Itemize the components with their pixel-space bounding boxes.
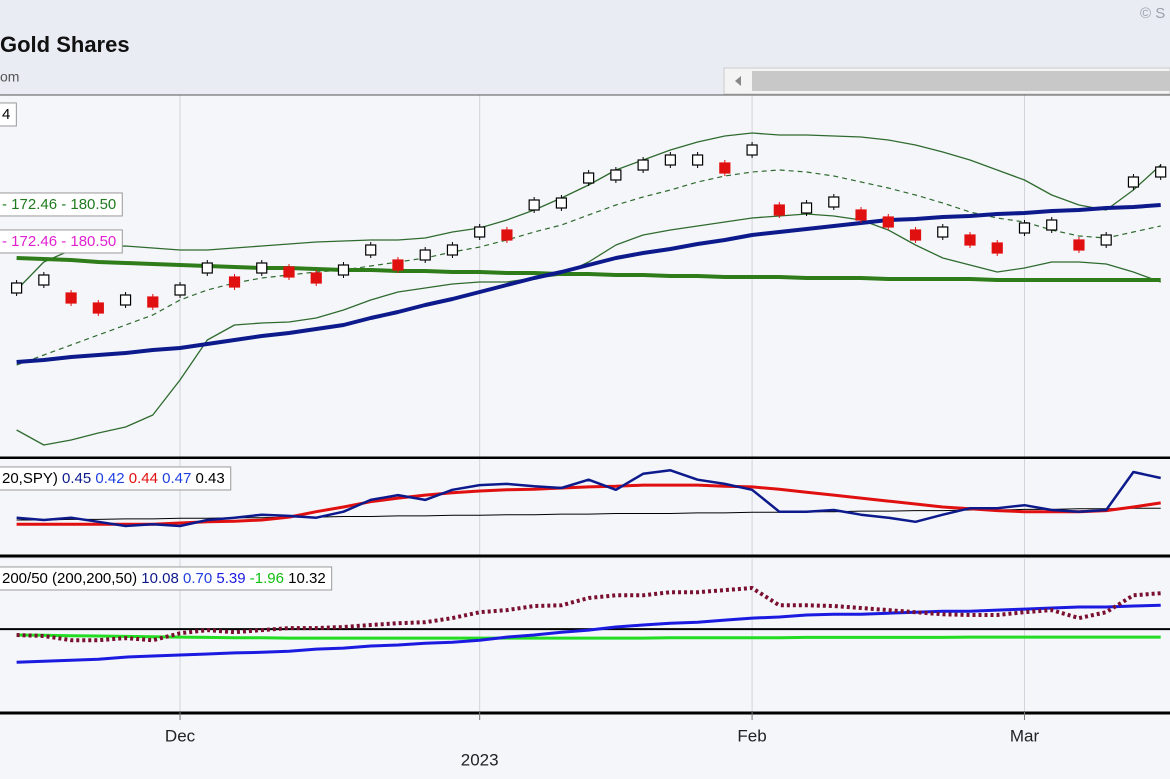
copyright: © S	[1140, 5, 1165, 22]
legend-box	[0, 102, 17, 127]
candle	[773, 204, 785, 216]
candle	[365, 244, 377, 256]
legend-text: 10.08	[141, 570, 179, 587]
series-group	[16, 586, 1161, 664]
x-tick-label: Feb	[737, 726, 766, 745]
x-axis-area	[0, 712, 1170, 779]
legend-text: 0.44	[129, 470, 158, 487]
candle	[855, 209, 867, 221]
candle	[610, 169, 622, 181]
series-line	[16, 169, 1161, 366]
series-line	[16, 469, 1161, 528]
legend-text: 0.47	[162, 470, 191, 487]
legend-text: 200/50 (200,200,50)	[2, 570, 137, 587]
candle	[119, 294, 132, 306]
candle	[337, 264, 350, 276]
scrollbar[interactable]	[723, 67, 1170, 95]
candle	[446, 244, 459, 256]
candle	[310, 272, 322, 284]
candle	[746, 144, 758, 156]
candle	[419, 249, 431, 261]
legend-text: 4	[2, 106, 10, 123]
candle	[1155, 166, 1167, 178]
candle	[283, 266, 295, 278]
legend-text: -1.96	[250, 570, 284, 587]
candle	[937, 226, 949, 238]
candle	[1100, 234, 1112, 246]
candle	[147, 296, 159, 308]
legend-text: 0.70	[183, 570, 212, 587]
legend-entry: 200/50 (200,200,50) 10.08 0.70 5.39 -1.9…	[2, 570, 326, 587]
legend-box	[0, 229, 123, 254]
series-group	[11, 132, 1167, 446]
candle	[882, 216, 894, 228]
candle	[228, 276, 241, 288]
legend-box	[0, 466, 232, 491]
series-line	[16, 213, 1161, 446]
candle	[528, 199, 540, 211]
series-group	[16, 469, 1161, 528]
candle	[991, 242, 1003, 254]
x-tick-label: Dec	[165, 726, 196, 745]
candle	[964, 234, 976, 246]
candle	[1018, 222, 1031, 234]
candle	[174, 284, 186, 296]
legend-entry: 4	[2, 106, 10, 123]
legend-box	[0, 566, 333, 591]
panel: 4 - 172.46 - 180.50 - 172.46 - 180.50	[0, 94, 1170, 460]
legend-entry: - 172.46 - 180.50	[2, 196, 116, 213]
legend-box	[0, 192, 123, 217]
series-line	[16, 633, 1161, 640]
candle	[392, 259, 404, 271]
series-line	[16, 586, 1161, 643]
candle	[1073, 239, 1085, 251]
candle	[909, 229, 922, 241]
series-line	[16, 203, 1161, 364]
candle	[11, 282, 23, 294]
candle	[501, 229, 513, 241]
legend-text: 0.42	[95, 470, 124, 487]
legend-text: 0.45	[62, 470, 91, 487]
legend-text: 5.39	[216, 570, 245, 587]
x-tick-label: 2023	[461, 750, 499, 769]
candle	[1127, 176, 1140, 188]
candle	[65, 292, 77, 304]
x-tick-label: Mar	[1010, 726, 1040, 745]
candle	[719, 162, 731, 174]
panel: 200/50 (200,200,50) 10.08 0.70 5.39 -1.9…	[0, 559, 1170, 715]
legend-text: 10.32	[288, 570, 326, 587]
candle	[1046, 219, 1058, 231]
legend-text: - 172.46 - 180.50	[2, 233, 116, 250]
legend-text: 20,SPY)	[2, 470, 58, 487]
candle	[691, 154, 704, 166]
candle	[201, 262, 213, 274]
candle	[555, 197, 568, 209]
legend-text: 0.43	[196, 470, 225, 487]
candle	[664, 154, 676, 166]
candle	[474, 226, 486, 238]
chart-title: Gold Shares	[0, 32, 130, 57]
legend-entry: - 172.46 - 180.50	[2, 233, 116, 250]
series-line	[16, 603, 1161, 664]
candle	[92, 302, 104, 314]
legend-text: - 172.46 - 180.50	[2, 196, 116, 213]
candle	[800, 202, 813, 214]
candle	[256, 262, 268, 274]
candle	[583, 172, 595, 184]
subtitle: om	[0, 69, 19, 85]
scroll-left-arrow[interactable]	[735, 76, 741, 86]
candle	[38, 274, 50, 286]
candle	[828, 196, 840, 208]
panel: 20,SPY) 0.45 0.42 0.44 0.47 0.43	[0, 459, 1170, 558]
candle	[637, 159, 649, 171]
scroll-thumb[interactable]	[752, 71, 1170, 91]
legend-entry: 20,SPY) 0.45 0.42 0.44 0.47 0.43	[2, 470, 225, 487]
